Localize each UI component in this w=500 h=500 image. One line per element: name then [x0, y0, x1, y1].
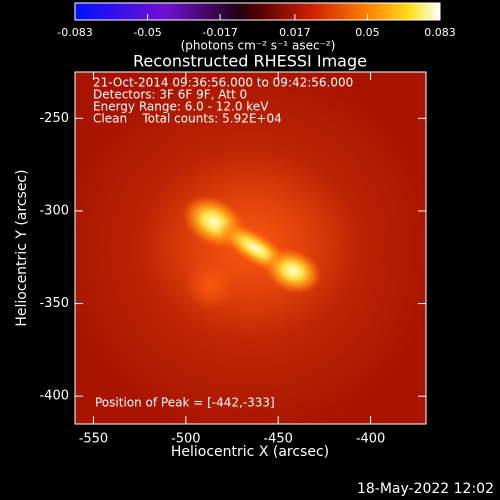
- x-tick-label: -400: [356, 432, 386, 447]
- colorbar-tick-label: -0.083: [57, 26, 92, 39]
- colorbar-tick-label: -0.05: [133, 26, 161, 39]
- plot-frame: [74, 71, 427, 425]
- colorbar-tick-label: 0.05: [355, 26, 380, 39]
- y-tick-label: -300: [39, 203, 69, 218]
- colorbar-tick-label: 0.083: [424, 26, 456, 39]
- annotation: Clean Total counts: 5.92E+04: [93, 112, 282, 126]
- annotation: Detectors: 3F 6F 9F, Att 0: [93, 88, 247, 102]
- peak-label: Position of Peak = [-442,-333]: [95, 396, 275, 410]
- y-tick-label: -400: [39, 389, 69, 404]
- annotation: 21-Oct-2014 09:36:56.000 to 09:42:56.000: [93, 76, 353, 90]
- image: [75, 72, 426, 424]
- annotation: Energy Range: 6.0 - 12.0 keV: [93, 100, 269, 114]
- x-axis-label: Heliocentric X (arcsec): [171, 444, 329, 460]
- x-tick-label: -500: [171, 432, 201, 447]
- colorbar: [74, 2, 441, 21]
- colorbar-tick-label: 0.017: [279, 26, 311, 39]
- y-axis-label: Heliocentric Y (arcsec): [14, 169, 30, 326]
- y-tick-label: -250: [39, 111, 69, 126]
- colorbar-label: (photons cm⁻² s⁻¹ asec⁻²): [181, 39, 336, 53]
- colorbar-tick-label: -0.017: [202, 26, 237, 39]
- x-tick-label: -450: [263, 432, 293, 447]
- x-tick-label: -550: [79, 432, 109, 447]
- footer-timestamp: 18-May-2022 12:02: [357, 481, 494, 497]
- chart-title: Reconstructed RHESSI Image: [133, 52, 367, 71]
- y-tick-label: -350: [39, 296, 69, 311]
